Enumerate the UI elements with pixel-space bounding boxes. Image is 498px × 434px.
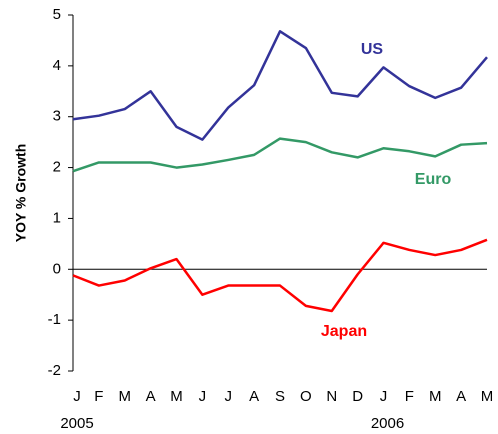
y-axis-label: YOY % Growth (13, 144, 29, 243)
x-tick-label: J (225, 388, 233, 405)
x-tick-label: S (275, 388, 285, 405)
y-tick-label: -2 (48, 362, 61, 379)
y-tick-label: 5 (53, 6, 61, 23)
x-tick-label: J (380, 388, 388, 405)
x-tick-label: M (170, 388, 183, 405)
x-tick-label: A (249, 388, 259, 405)
x-tick-label: A (146, 388, 156, 405)
x-tick-label: J (199, 388, 207, 405)
x-tick-label: O (300, 388, 312, 405)
y-tick-label: -1 (48, 311, 61, 328)
y-tick-label: 4 (53, 57, 61, 74)
series-label: Japan (321, 323, 367, 340)
series-line (72, 137, 488, 173)
x-tick-label: M (481, 388, 494, 405)
series-label: US (361, 41, 384, 58)
y-tick-label: 1 (53, 209, 61, 226)
x-tick-label: A (456, 388, 466, 405)
x-tick-label: D (352, 388, 363, 405)
x-tick-label: N (326, 388, 337, 405)
y-tick-label: 0 (53, 260, 61, 277)
series-line (72, 30, 488, 141)
x-tick-label: F (94, 388, 103, 405)
x-tick-label: J (73, 388, 81, 405)
x-group-label: 2005 (60, 415, 93, 432)
series-line (72, 238, 488, 313)
x-tick-label: M (429, 388, 442, 405)
y-tick-label: 3 (53, 108, 61, 125)
y-tick-label: 2 (53, 159, 61, 176)
series-label: Euro (415, 171, 452, 188)
x-group-label: 2006 (371, 415, 404, 432)
x-tick-label: M (119, 388, 132, 405)
x-tick-label: F (405, 388, 414, 405)
